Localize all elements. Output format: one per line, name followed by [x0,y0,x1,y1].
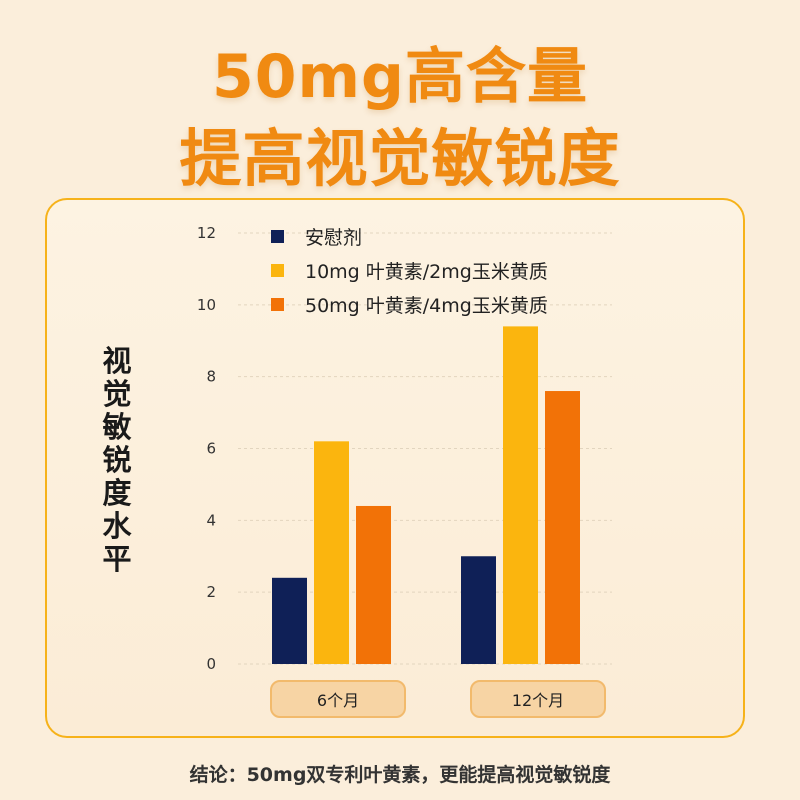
y-axis-label-char: 度 [102,476,132,510]
headline-line-1: 50mg高含量 [212,42,588,112]
y-tick-label: 2 [206,583,216,601]
y-axis-label-char: 水 [102,509,132,543]
bar-3-2 [545,391,580,664]
y-axis-label-char: 视 [102,344,132,378]
bar-1-2 [461,556,496,664]
bar-1-1 [272,577,307,664]
y-tick-label: 4 [206,511,216,529]
y-tick-label: 6 [206,440,216,458]
y-tick-label: 12 [197,224,216,242]
x-category-label: 6个月 [270,680,406,718]
legend-swatch [271,264,284,277]
legend-swatch [271,230,284,243]
conclusion-text: 结论：50mg双专利叶黄素，更能提高视觉敏锐度 [189,764,611,786]
bar-3-1 [356,505,391,664]
headline-line-2: 提高视觉敏锐度 [179,122,621,195]
bar-2-2 [503,326,538,664]
x-category-label: 12个月 [470,680,606,718]
legend-swatch [271,298,284,311]
y-axis-label-char: 平 [102,542,132,576]
y-axis-label-char: 觉 [102,377,132,411]
y-tick-label: 8 [206,368,216,386]
legend-label: 10mg 叶黄素/2mg玉米黄质 [305,261,548,283]
bar-2-1 [314,441,349,664]
legend-label: 50mg 叶黄素/4mg玉米黄质 [305,295,548,317]
y-axis-label: 视觉敏锐度水平 [100,345,134,576]
y-tick-label: 0 [206,655,216,673]
chart-card [45,198,745,738]
legend-label: 安慰剂 [305,227,362,249]
y-axis-label-char: 锐 [102,443,132,477]
y-axis-label-char: 敏 [102,410,132,444]
y-tick-label: 10 [197,296,216,314]
